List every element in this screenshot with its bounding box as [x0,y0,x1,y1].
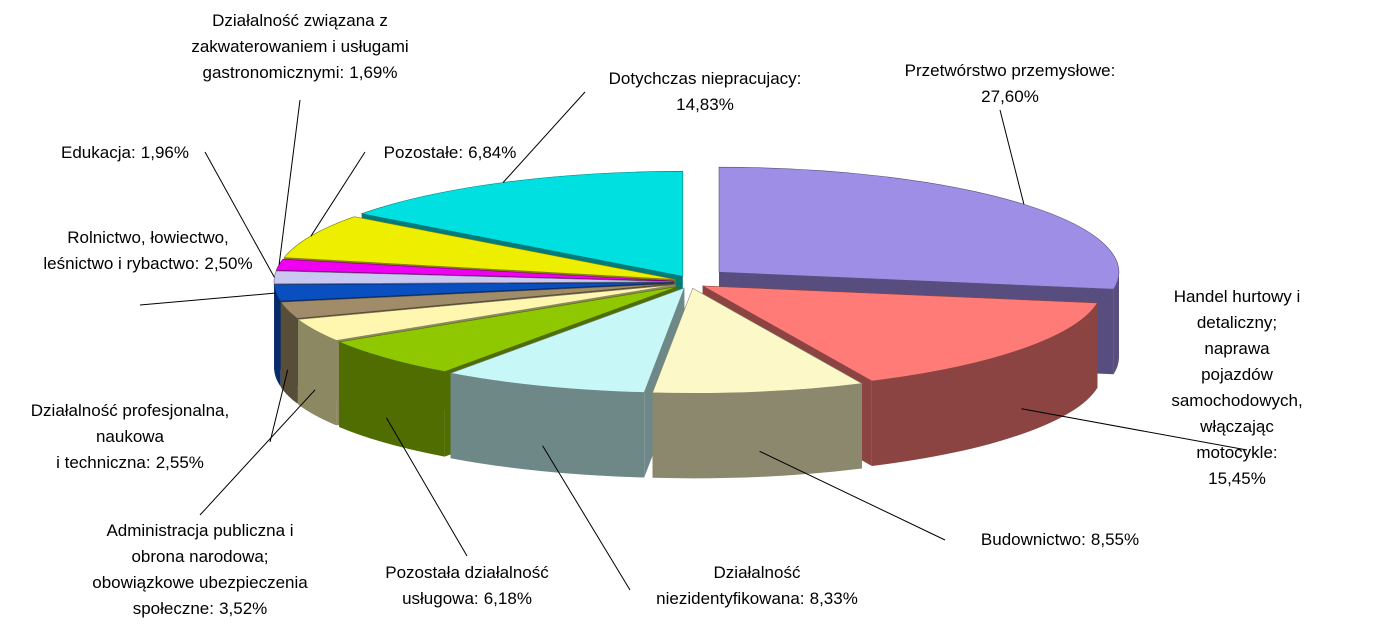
slice-label: Działalność niezidentyfikowana: 8,33% [656,560,858,612]
pie-slice [702,285,1098,382]
leader-line [204,151,275,278]
slice-side [652,383,862,479]
pie-slice [652,287,863,394]
category-name: Działalność związana z zakwaterowaniem i… [191,11,409,82]
value-label: 3,52% [219,599,268,618]
slice-label: Handel hurtowy i detaliczny; naprawa poj… [1167,284,1308,492]
slice-label: Przetwórstwo przemysłowe: 27,60% [905,58,1116,110]
slice-side [298,319,337,426]
slice-label: Dotychczas niepracujacy: 14,83% [609,66,802,118]
category-name: Edukacja: [61,143,136,162]
slice-label: Administracja publiczna i obrona narodow… [92,518,307,622]
category-name: Działalność profesjonalna, naukowa i tec… [30,401,230,472]
pie-slice [280,283,675,319]
leader-line [385,417,468,557]
leader-line [759,450,946,541]
value-label: 15,45% [1208,469,1266,488]
category-name: Działalność niezidentyfikowana: [656,563,805,608]
pie-slice [338,286,679,372]
value-label: 6,84% [468,143,517,162]
leader-line [269,369,289,443]
slice-side [274,284,281,387]
value-label: 27,60% [981,87,1039,106]
slice-side [450,373,645,478]
value-label: 8,33% [809,589,858,608]
slice-label: Edukacja: 1,96% [61,140,189,166]
leader-line [502,91,586,183]
slice-side [871,302,1098,466]
category-name: Przetwórstwo przemysłowe: [904,61,1116,80]
category-name: Administracja publiczna i obrona narodow… [92,521,308,618]
pie-slice [449,287,685,393]
value-label: 6,18% [483,589,532,608]
pie-slice [297,284,676,341]
slice-side [339,342,445,457]
category-name: Budownictwo: [980,530,1086,549]
leader-line [139,292,277,306]
category-name: Pozostałe: [383,143,464,162]
category-name: Rolnictwo, łowiectwo, leśnictwo i rybact… [43,228,229,273]
leader-line [1021,408,1248,451]
slice-label: Pozostała działalność usługowa: 6,18% [385,560,548,612]
category-name: Pozostała działalność usługowa: [385,563,549,608]
slice-label: Działalność związana z zakwaterowaniem i… [191,8,408,86]
value-label: 1,96% [140,143,189,162]
leader-line [542,445,631,591]
category-name: Handel hurtowy i detaliczny; naprawa poj… [1171,287,1303,462]
leader-line [310,151,366,237]
pie-slice [718,166,1120,290]
slice-label: Pozostałe: 6,84% [384,140,517,166]
value-label: 2,55% [155,453,204,472]
leader-line [999,109,1025,205]
slice-tops [273,166,1120,394]
slice-label: Rolnictwo, łowiectwo, leśnictwo i rybact… [43,225,252,277]
value-label: 2,50% [204,254,253,273]
leader-line [199,389,316,516]
category-name: Dotychczas niepracujacy: [608,69,802,88]
value-label: 1,69% [349,63,398,82]
slice-side [280,302,298,404]
leader-line [278,99,301,265]
slice-label: Budownictwo: 8,55% [981,527,1139,553]
slice-side [1113,272,1119,375]
slice-label: Działalność profesjonalna, naukowa i tec… [31,398,229,476]
value-label: 14,83% [676,95,734,114]
value-label: 8,55% [1090,530,1140,549]
pie-slice [273,282,675,302]
